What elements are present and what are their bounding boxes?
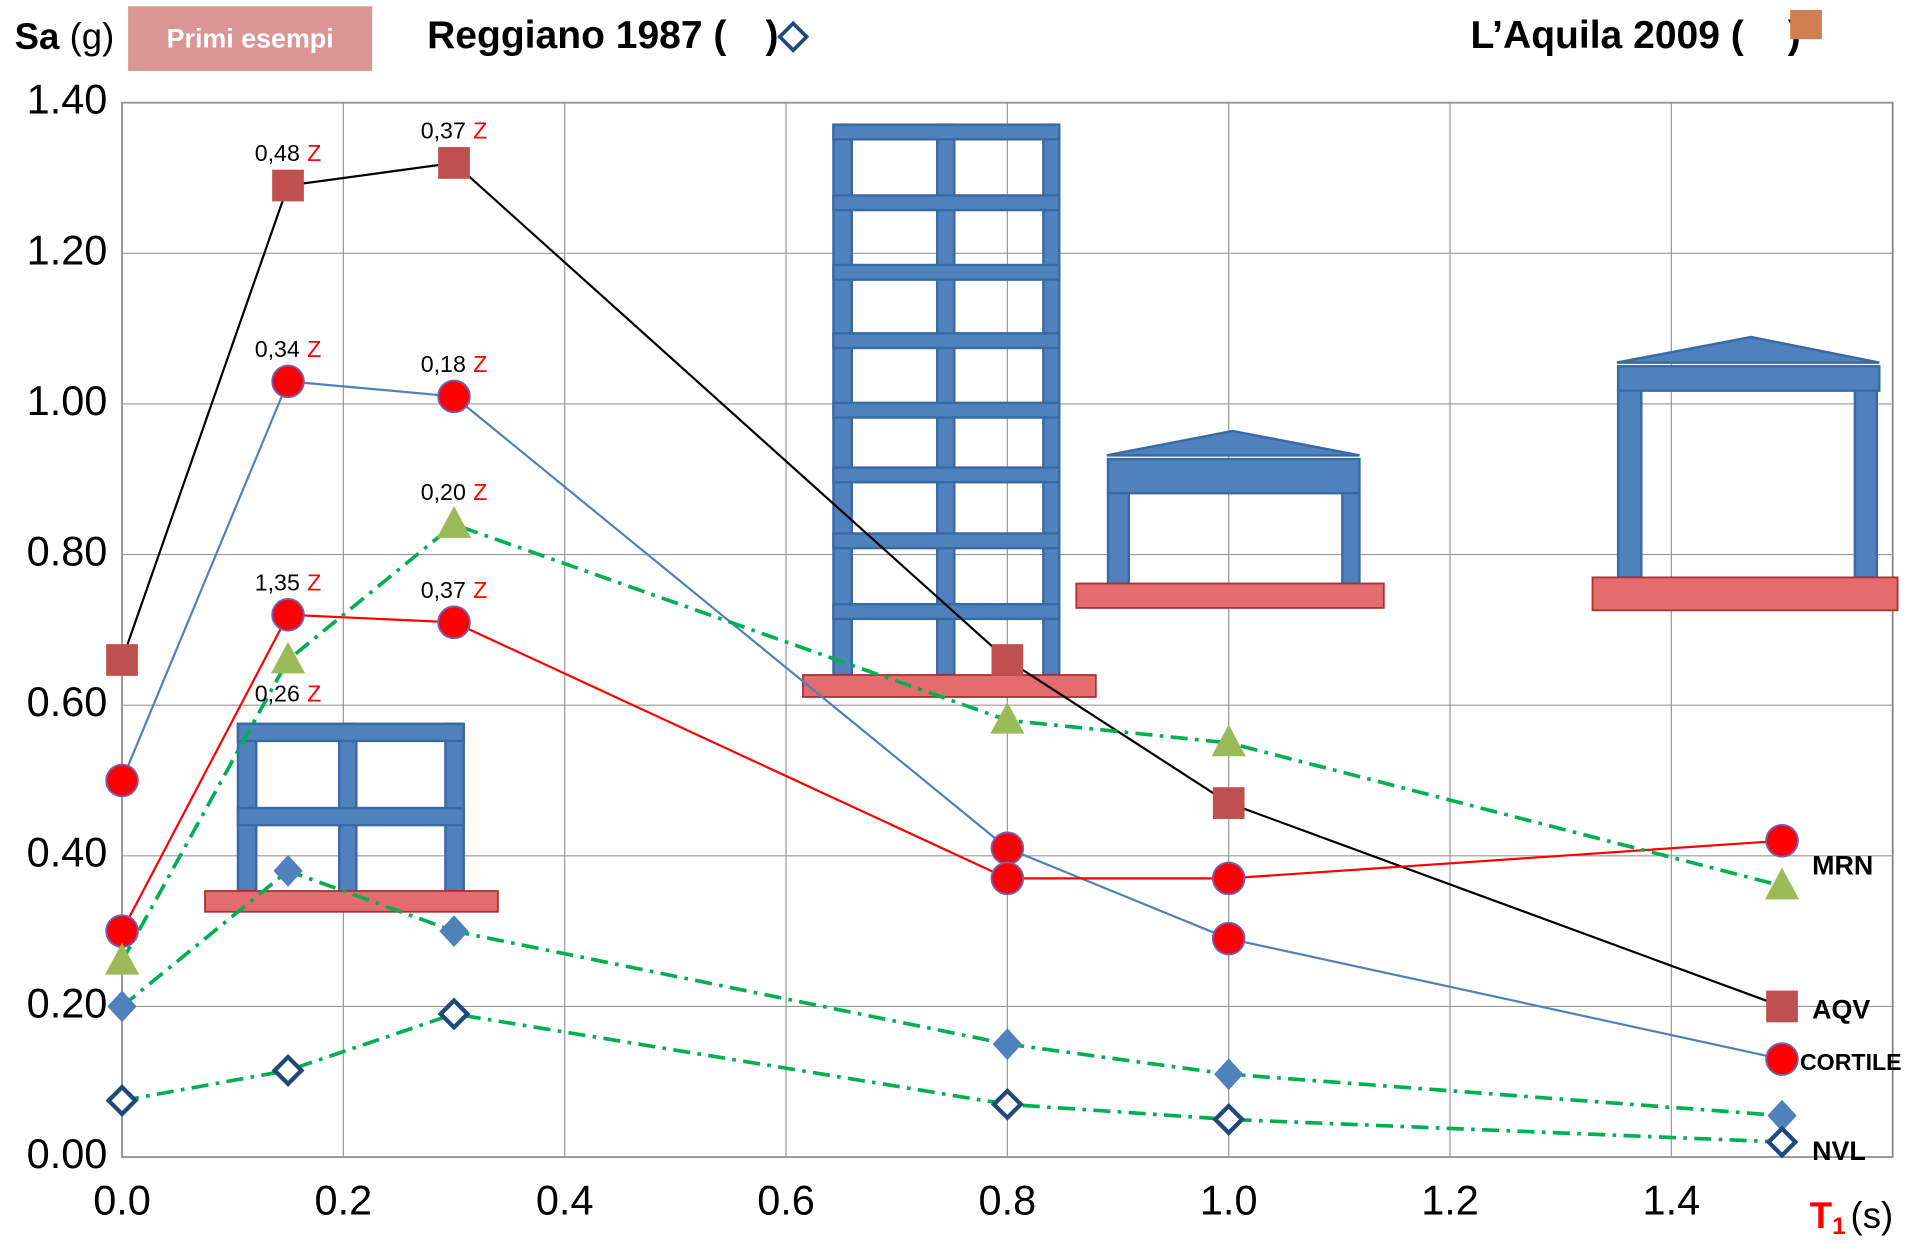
value-label: 1,35 Z (255, 569, 322, 595)
y-tick-label: 0.80 (27, 528, 108, 575)
marker (105, 914, 139, 948)
marker (273, 855, 303, 887)
x-tick-label: 0.6 (757, 1176, 815, 1223)
marker (106, 644, 138, 676)
x-axis-label: T1 (s) (1810, 1195, 1893, 1239)
marker (271, 598, 305, 632)
value-label-mark: Z (307, 336, 321, 362)
value-label: 0,26 Z (255, 681, 322, 707)
value-label-number: 0,48 (255, 140, 300, 166)
value-label-number: 0,37 (421, 577, 466, 603)
x-tick-label: 1.0 (1200, 1176, 1258, 1223)
marker (991, 644, 1024, 676)
marker (990, 1087, 1024, 1121)
value-label-mark: Z (473, 577, 487, 603)
series-label: CORTILE (1800, 1049, 1902, 1075)
marker (105, 763, 139, 798)
marker (437, 997, 471, 1031)
value-label-number: 0,20 (421, 479, 466, 505)
header: Sa (g) Primi esempi Reggiano 1987 () L’A… (15, 6, 1893, 1240)
value-label-number: 1,35 (255, 569, 300, 595)
value-label-number: 0,37 (421, 118, 466, 144)
x-tick-label: 0.0 (93, 1176, 151, 1223)
y-tick-label: 0.40 (27, 829, 108, 876)
x-tick-label: 1.4 (1643, 1176, 1701, 1223)
y-tick-label: 0.60 (27, 678, 108, 725)
marker (990, 831, 1025, 866)
marker (270, 641, 306, 674)
value-label-mark: Z (307, 681, 321, 707)
series-line (120, 868, 1783, 1118)
legend-entry: L’Aquila 2009 () (1470, 14, 1800, 57)
marker (1212, 787, 1245, 819)
series-label: NVL (1812, 1136, 1866, 1166)
series-line (121, 1012, 1783, 1144)
x-tick-label: 0.2 (315, 1176, 373, 1223)
marker (272, 169, 304, 202)
value-label-mark: Z (473, 479, 487, 505)
marker (1212, 1102, 1246, 1136)
value-label-mark: Z (473, 118, 487, 144)
marker (107, 990, 137, 1023)
series-label: AQV (1812, 994, 1870, 1024)
value-label: 0,20 Z (421, 479, 488, 505)
marker (1766, 990, 1798, 1023)
marker (1765, 823, 1799, 858)
marker (105, 1084, 139, 1118)
marker (1767, 1099, 1797, 1132)
series-line (121, 613, 1783, 932)
grid: 0.00 0.20 0.40 0.60 0.80 1.00 1.20 1.40 0.0 0.2 0.… (27, 76, 1894, 1223)
y-tick-label: 1.00 (27, 377, 108, 424)
x-tick-label: 0.4 (536, 1176, 594, 1223)
value-label: 0,37 Z (421, 118, 488, 144)
marker (990, 861, 1025, 896)
x-tick-label: 1.2 (1421, 1176, 1479, 1223)
y-tick-label: 1.40 (27, 76, 108, 123)
marker (439, 915, 469, 947)
marker (1764, 867, 1800, 900)
value-label: 0,18 Z (421, 351, 488, 377)
value-label-mark: Z (473, 351, 487, 377)
marker (271, 1053, 305, 1087)
value-label-number: 0,18 (421, 351, 466, 377)
marker (1214, 1058, 1244, 1091)
legend-entry: Reggiano 1987 () (427, 14, 778, 57)
legend-symbol (777, 20, 810, 53)
x-tick-label: 0.8 (979, 1176, 1037, 1223)
marker (438, 147, 470, 179)
marker (1211, 921, 1246, 956)
series-label: MRN (1812, 851, 1873, 881)
y-tick-label: 0.20 (27, 979, 108, 1026)
value-label-mark: Z (307, 569, 321, 595)
marker (1765, 1042, 1799, 1076)
value-label: 0,48 Z (255, 140, 322, 166)
button-label[interactable]: Primi esempi (167, 24, 334, 54)
marker (437, 379, 471, 414)
marker (990, 701, 1025, 734)
value-label-number: 0,26 (255, 681, 300, 707)
button[interactable] (128, 6, 373, 71)
value-label: 0,34 Z (255, 336, 322, 362)
marker (271, 364, 305, 399)
value-label-mark: Z (307, 140, 321, 166)
building-drawings (204, 123, 1899, 913)
y-tick-label: 1.20 (27, 226, 108, 273)
marker (1211, 724, 1246, 757)
series-line (120, 522, 1783, 963)
value-label: 0,37 Z (421, 577, 488, 603)
marker (437, 605, 471, 640)
y-tick-label: 0.00 (27, 1130, 108, 1177)
y-axis-label: Sa (g) (15, 16, 115, 57)
marker (1765, 1125, 1799, 1159)
legend-symbol (1790, 9, 1822, 40)
marker (1211, 861, 1246, 896)
marker (436, 506, 472, 538)
marker (104, 942, 140, 975)
series-line (120, 161, 1783, 1008)
marker (992, 1028, 1023, 1060)
value-label-number: 0,34 (255, 336, 300, 362)
